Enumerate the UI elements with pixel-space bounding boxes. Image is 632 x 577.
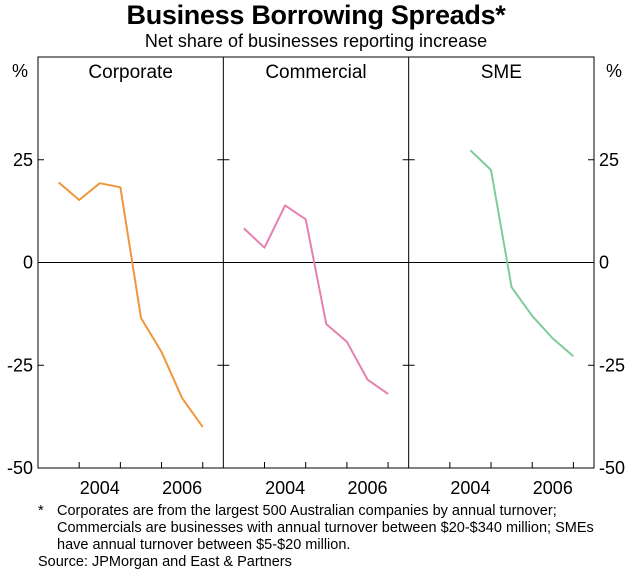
y-tick-label-right: -50	[599, 458, 625, 478]
axis-labels: 25 25 0 0 -25 -25 -50 -50% % 2004 2006 Corporate 200…	[7, 61, 625, 498]
y-tick-label-right: 25	[599, 150, 619, 170]
y-tick-label-right: -25	[599, 355, 625, 375]
panel-title-sme: SME	[481, 62, 522, 83]
plot-frame	[37, 56, 595, 469]
panel-title-commercial: Commercial	[265, 62, 366, 83]
x-tick-label: 2004	[265, 478, 305, 498]
y-unit-right: %	[606, 61, 622, 81]
y-tick-label-right: 0	[599, 253, 609, 273]
y-unit-left: %	[12, 61, 28, 81]
panel-title-corporate: Corporate	[88, 62, 173, 83]
series-line-corporate	[57, 181, 204, 428]
footnote-marker: *	[38, 503, 44, 519]
chart-subtitle: Net share of businesses reporting increa…	[144, 31, 488, 51]
y-tick-label-left: 0	[23, 253, 33, 273]
y-tick-label-left: -50	[7, 458, 33, 478]
chart-area: 25 25 0 0 -25 -25 -50 -50% % 2004 2006 Corporate 200…	[7, 56, 625, 498]
source-note: Source: JPMorgan and East & Partners	[38, 554, 292, 570]
series-lines	[57, 149, 575, 428]
x-tick-label: 2004	[450, 478, 490, 498]
x-tick-label: 2006	[533, 478, 573, 498]
x-tick-label: 2004	[80, 478, 120, 498]
series-line-commercial	[243, 204, 389, 395]
chart-title: Business Borrowing Spreads*	[126, 0, 506, 30]
series-line-sme	[469, 149, 575, 357]
x-tick-label: 2006	[162, 478, 202, 498]
footnote: * Corporates are from the largest 500 Aus…	[38, 503, 628, 554]
y-tick-label-left: -25	[7, 355, 33, 375]
y-tick-label-left: 25	[13, 150, 33, 170]
x-tick-label: 2006	[347, 478, 387, 498]
chart-notes: * Corporates are from the largest 500 Aus…	[38, 503, 628, 571]
footnote-text: Corporates are from the largest 500 Aust…	[57, 503, 594, 553]
